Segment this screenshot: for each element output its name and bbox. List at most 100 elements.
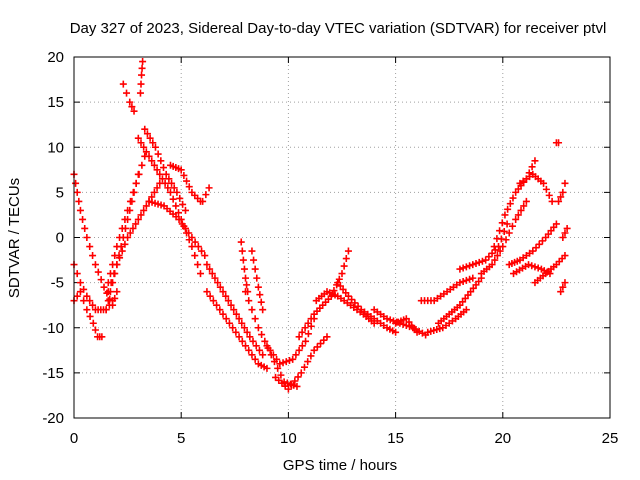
data-point [242, 274, 250, 282]
data-point [140, 143, 148, 151]
data-point [288, 381, 296, 389]
data-point [540, 179, 548, 187]
data-point [138, 161, 146, 169]
data-point [206, 265, 214, 273]
data-point [472, 259, 480, 267]
data-point [298, 328, 306, 336]
data-point [248, 306, 256, 314]
data-point [491, 256, 499, 264]
data-point [73, 270, 81, 278]
data-point [491, 246, 499, 254]
data-point [301, 324, 309, 332]
data-point [148, 157, 156, 165]
data-point [188, 234, 196, 241]
data-point [386, 316, 394, 324]
data-point [245, 297, 253, 305]
y-tick-label: 0 [56, 230, 64, 247]
data-point [219, 288, 227, 296]
data-point [86, 297, 94, 305]
data-point [499, 243, 507, 251]
data-point [287, 380, 295, 388]
data-point [238, 337, 246, 345]
series-track-25 [392, 315, 421, 336]
series-track-23 [334, 279, 400, 336]
data-point [214, 279, 222, 287]
data-point [501, 211, 509, 219]
data-point [129, 188, 137, 196]
data-point [128, 103, 136, 111]
data-point [124, 234, 132, 241]
series-track-10 [141, 125, 189, 214]
data-point [522, 197, 530, 205]
data-point [545, 191, 553, 199]
data-point [413, 328, 421, 336]
data-point [98, 333, 106, 341]
data-point [505, 229, 513, 237]
data-point [235, 315, 243, 323]
data-point [528, 163, 536, 171]
data-point [502, 236, 510, 244]
data-point [162, 170, 170, 178]
data-point [72, 179, 80, 187]
data-point [383, 315, 391, 323]
data-point [310, 346, 318, 354]
data-point [295, 333, 303, 341]
series-track-27 [424, 306, 470, 336]
data-point [113, 261, 121, 269]
data-point [126, 229, 134, 237]
series-track-15 [203, 288, 271, 372]
data-point [348, 296, 356, 304]
data-point [185, 183, 193, 191]
series-track-32 [505, 220, 560, 269]
data-point [253, 274, 261, 282]
data-point [559, 188, 567, 196]
data-point [116, 254, 124, 262]
y-tick-label: -10 [42, 320, 64, 337]
data-point [149, 139, 157, 147]
data-point [557, 288, 565, 296]
data-point [258, 331, 266, 339]
data-point [456, 265, 464, 273]
data-point [136, 89, 144, 97]
data-point [294, 373, 302, 381]
data-point [105, 301, 113, 309]
x-tick-label: 5 [177, 430, 185, 447]
x-tick-label: 0 [70, 430, 78, 447]
series-track-9 [134, 134, 204, 278]
data-point [559, 234, 567, 241]
data-point [251, 265, 259, 273]
data-point [259, 351, 267, 359]
data-point [139, 58, 147, 66]
data-point [555, 197, 563, 205]
series-track-37 [559, 224, 571, 241]
data-point [213, 301, 221, 309]
data-point [555, 139, 563, 147]
data-point [80, 297, 88, 305]
data-point [248, 247, 256, 255]
data-point [252, 342, 260, 350]
series-track-13 [199, 184, 213, 205]
data-point [206, 292, 214, 300]
data-point [291, 377, 299, 385]
data-point [238, 247, 246, 255]
data-point [191, 252, 199, 260]
data-point [469, 261, 477, 269]
data-point [216, 306, 224, 314]
data-point [276, 360, 284, 368]
data-point [94, 268, 102, 276]
data-point [232, 328, 240, 336]
data-point [160, 164, 168, 172]
data-point [259, 306, 267, 314]
data-point [257, 298, 265, 306]
data-point [249, 337, 257, 345]
data-point [75, 197, 83, 205]
data-point [119, 80, 127, 88]
series-track-34 [516, 170, 556, 205]
series-track-26 [417, 274, 477, 305]
data-point [100, 283, 108, 291]
data-point [496, 227, 504, 235]
data-point [508, 222, 516, 230]
data-point [548, 197, 556, 205]
data-point [97, 276, 105, 284]
data-point [557, 193, 565, 201]
